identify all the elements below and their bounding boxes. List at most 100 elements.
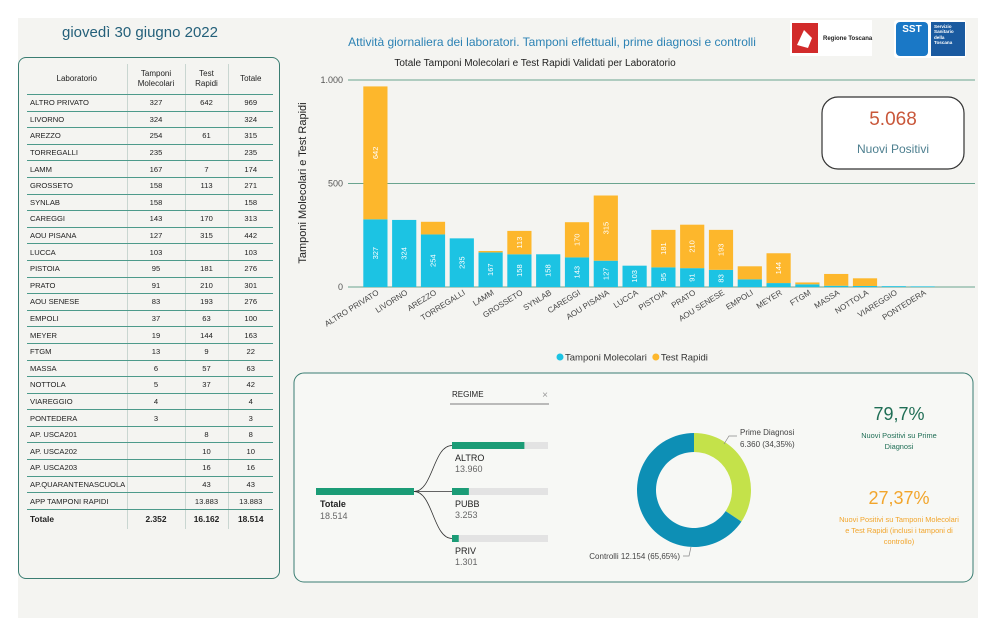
- bar: [392, 219, 417, 287]
- table-cell: 13: [126, 343, 185, 361]
- node-bar-track: [452, 535, 548, 542]
- table-row: AOU PISANA 127 315 442: [27, 227, 273, 245]
- table-cell: 442: [227, 227, 273, 245]
- root-bar: [316, 488, 414, 495]
- table-row: PRATO 91 210 301: [27, 277, 273, 295]
- node-value: 1.301: [455, 557, 478, 567]
- node-value: 13.960: [455, 464, 483, 474]
- table-cell: 13.883: [227, 492, 273, 510]
- lab-name: AP.QUARANTENASCUOLA: [27, 476, 127, 494]
- slice-name: Prime Diagnosi: [740, 428, 794, 437]
- table-cell: [184, 194, 228, 212]
- table-row: PONTEDERA 3 3: [27, 409, 273, 427]
- table-row: NOTTOLA 5 37 42: [27, 376, 273, 394]
- lab-name: EMPOLI: [27, 310, 127, 328]
- table-cell: 43: [227, 476, 273, 494]
- table-cell: 313: [227, 210, 273, 228]
- lab-name: SYNLAB: [27, 194, 127, 212]
- root-name: Totale: [320, 499, 346, 509]
- table-cell: 8: [184, 426, 228, 444]
- bar: [507, 230, 532, 255]
- filter-clear[interactable]: ×: [542, 390, 548, 401]
- root-value: 18.514: [320, 511, 348, 521]
- table-cell: 103: [227, 243, 273, 261]
- table-row: AP.QUARANTENASCUOLA 43 43: [27, 476, 273, 494]
- bar: [507, 254, 532, 287]
- table-cell: 174: [227, 160, 273, 178]
- table-cell: 210: [184, 277, 228, 295]
- lab-name: LUCCA: [27, 243, 127, 261]
- table-cell: 170: [184, 210, 228, 228]
- data-label: 193: [717, 244, 726, 257]
- data-label: 254: [429, 254, 438, 267]
- table-row: TORREGALLI 235 235: [27, 144, 273, 162]
- bar: [680, 224, 705, 269]
- kpi-value: 27,37%: [868, 488, 929, 508]
- node-bar: [452, 535, 459, 542]
- bar: [622, 265, 647, 287]
- bar: [651, 229, 676, 268]
- date: giovedì 30 giugno 2022: [62, 24, 218, 41]
- bar: [795, 284, 820, 287]
- table-cell: 158: [126, 177, 185, 195]
- table-cell: 42: [227, 376, 273, 394]
- kpi-label: Nuovi Positivi su Tamponi Molecolari e T…: [839, 515, 959, 546]
- table-row: AREZZO 254 61 315: [27, 127, 273, 145]
- bar: [737, 279, 762, 287]
- logo-sst-panel: [931, 22, 965, 56]
- logo-sst-mark: [896, 22, 928, 56]
- table-cell: 10: [227, 442, 273, 461]
- bar: [852, 278, 878, 286]
- lab-name: APP TAMPONI RAPIDI: [27, 492, 127, 510]
- table-cell: 642: [184, 94, 228, 112]
- bar: [564, 257, 590, 287]
- bar: [766, 253, 791, 284]
- bar: [766, 283, 791, 287]
- leader-line: [723, 435, 737, 445]
- table-total-row: Totale 2.352 16.162 18.514: [27, 508, 273, 529]
- table-cell: [184, 393, 228, 411]
- table-cell: 181: [184, 260, 228, 278]
- column-header: Test Rapidi: [184, 64, 228, 95]
- lab-name: AP. USCA201: [27, 426, 127, 444]
- table-cell: [184, 144, 228, 162]
- table-cell: [126, 476, 185, 494]
- table-cell: 143: [126, 210, 185, 228]
- slice-label: 6.360 (34,35%): [740, 440, 795, 449]
- table-cell: 315: [227, 127, 273, 145]
- bar: [651, 267, 676, 287]
- data-label: 83: [717, 274, 726, 282]
- table-cell: 19: [126, 326, 185, 344]
- table-cell: [184, 409, 228, 427]
- table-cell: [126, 442, 185, 461]
- data-label: 113: [515, 237, 524, 249]
- table-cell: 57: [184, 360, 228, 378]
- lab-name: AOU SENESE: [27, 293, 127, 311]
- table-cell: 83: [126, 293, 185, 311]
- data-label: 315: [601, 222, 610, 235]
- lab-name: CAREGGI: [27, 210, 127, 228]
- table-cell: 163: [227, 326, 273, 344]
- lab-name: FTGM: [27, 343, 127, 361]
- table-row: LUCCA 103 103: [27, 243, 273, 261]
- table-row: PISTOIA 95 181 276: [27, 260, 273, 278]
- lab-name: PONTEDERA: [27, 409, 127, 427]
- kpi-card: [821, 96, 965, 170]
- node-name: PUBB: [455, 499, 480, 509]
- table-cell: [184, 111, 228, 129]
- bar: [363, 86, 388, 220]
- logo-sst-caption: Servizio Sanitario della Toscana: [934, 24, 954, 46]
- column-header: Tamponi Molecolari: [126, 64, 185, 95]
- bar: [420, 234, 446, 287]
- bar: [478, 250, 503, 253]
- table-cell: 4: [227, 393, 273, 411]
- lab-table: Laboratorio Tamponi Molecolari Test Rapidi…: [27, 64, 273, 529]
- lab-name: TORREGALLI: [27, 144, 127, 162]
- bar: [536, 254, 561, 287]
- bar: [795, 282, 820, 285]
- bar: [708, 229, 734, 270]
- table-cell: 103: [126, 243, 185, 261]
- kpi-value: 5.068: [869, 109, 917, 130]
- lab-name: LIVORNO: [27, 111, 127, 129]
